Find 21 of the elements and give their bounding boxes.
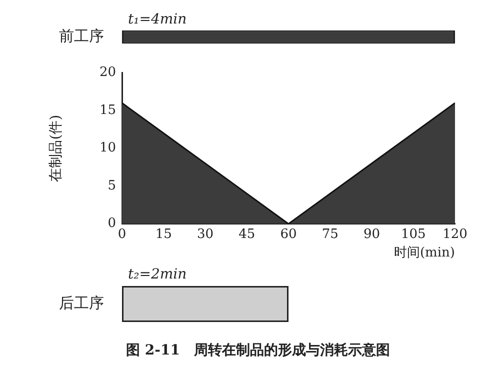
y-tick-label: 前工序 (59, 26, 104, 45)
x-tick-label: 30 (196, 226, 214, 242)
x-axis-title: 时间(min) (394, 246, 455, 261)
x-tick-label: 15 (155, 226, 172, 242)
annotation: t₂=2min (128, 266, 187, 283)
x-tick-label: 120 (442, 226, 468, 242)
annotation: 图 2-11 周转在制品的形成与消耗示意图 (126, 342, 390, 359)
y-tick-label: 20 (99, 65, 116, 80)
x-tick-label: 75 (322, 226, 338, 242)
y-tick-label: 0 (108, 216, 116, 232)
annotation: t₁=4min (128, 12, 187, 28)
x-tick-label: 45 (238, 226, 256, 242)
x-tick-label: 105 (400, 226, 426, 242)
y-tick-label: 后工序 (59, 294, 104, 312)
y-tick-label: 5 (108, 178, 116, 194)
y-tick-label: 15 (99, 102, 116, 118)
x-tick-label: 60 (280, 226, 297, 242)
y-tick-label: 10 (99, 140, 116, 156)
x-tick-label: 90 (363, 226, 380, 242)
x-tick-label: 0 (118, 226, 126, 242)
y-axis-title: 在制品(件) (48, 114, 64, 182)
